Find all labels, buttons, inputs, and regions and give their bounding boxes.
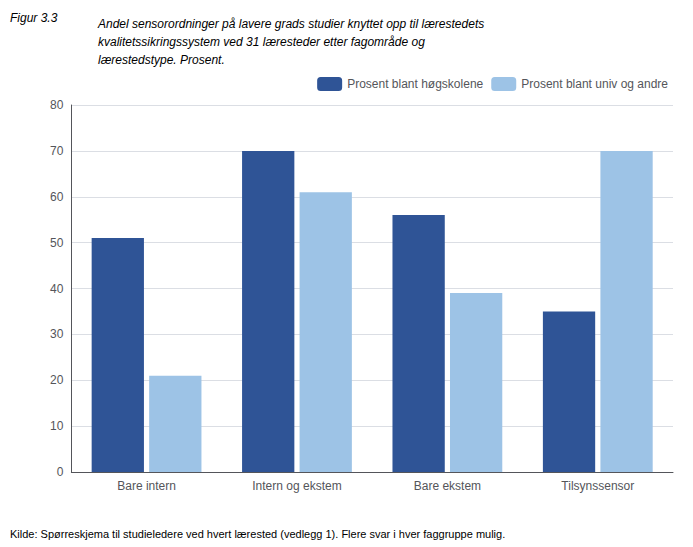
svg-text:70: 70 bbox=[50, 144, 64, 158]
svg-text:60: 60 bbox=[50, 190, 64, 204]
svg-text:Intern og ekstem: Intern og ekstem bbox=[252, 479, 341, 493]
svg-text:Prosent blant høgskolene: Prosent blant høgskolene bbox=[347, 77, 483, 91]
svg-text:Tilsynssensor: Tilsynssensor bbox=[561, 479, 634, 493]
svg-text:30: 30 bbox=[50, 327, 64, 341]
svg-text:Bare ekstem: Bare ekstem bbox=[414, 479, 481, 493]
svg-text:20: 20 bbox=[50, 373, 64, 387]
svg-text:Andel sensorordninger på laver: Andel sensorordninger på lavere grads st… bbox=[97, 17, 484, 31]
svg-text:Kilde: Spørreskjema til studie: Kilde: Spørreskjema til studieledere ved… bbox=[10, 528, 505, 540]
svg-text:50: 50 bbox=[50, 236, 64, 250]
svg-text:lærestedstype. Prosent.: lærestedstype. Prosent. bbox=[98, 53, 225, 67]
svg-text:Bare intern: Bare intern bbox=[117, 479, 176, 493]
svg-text:Figur 3.3: Figur 3.3 bbox=[10, 11, 58, 25]
svg-text:40: 40 bbox=[50, 282, 64, 296]
svg-text:10: 10 bbox=[50, 419, 64, 433]
svg-text:80: 80 bbox=[50, 98, 64, 112]
svg-text:0: 0 bbox=[57, 465, 64, 479]
svg-text:Prosent blant univ og andre: Prosent blant univ og andre bbox=[521, 77, 668, 91]
svg-text:kvalitetssikringssystem ved 31: kvalitetssikringssystem ved 31 lærestede… bbox=[98, 35, 425, 49]
